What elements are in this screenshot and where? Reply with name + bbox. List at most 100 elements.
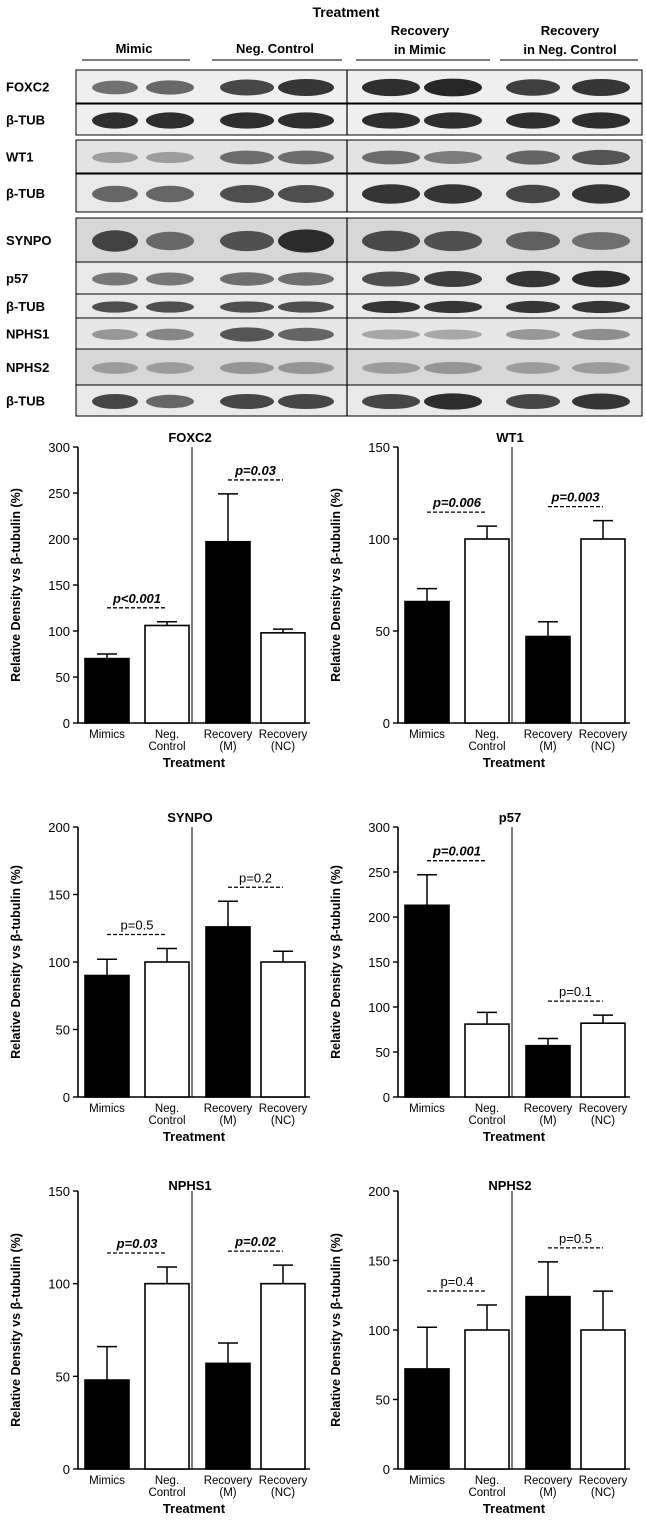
- y-axis-label: Relative Density vs β-tubulin (%): [9, 488, 23, 682]
- bar: [260, 961, 306, 1098]
- blot-band: [220, 230, 274, 252]
- x-tick-label-line: Mimics: [409, 729, 445, 741]
- y-tick-label: 200: [368, 1184, 390, 1199]
- blot-band: [92, 393, 138, 410]
- x-tick-label: Recovery (M): [204, 1103, 253, 1127]
- bar: [580, 1022, 626, 1098]
- x-tick-label-line: Mimics: [89, 1103, 125, 1115]
- y-tick-label: 150: [48, 1184, 70, 1199]
- bar: [464, 538, 510, 724]
- x-tick-label: Mimics: [409, 729, 445, 741]
- y-tick-label: 0: [63, 1090, 70, 1105]
- bar-chart: SYNPO 0 50 100 150 200 Relative Density vs β-t…: [9, 810, 310, 1144]
- blot-band: [572, 393, 630, 410]
- x-tick-label: Mimics: [89, 1475, 125, 1487]
- blot-band: [424, 271, 482, 287]
- y-tick-label: 100: [368, 1323, 390, 1338]
- blot-band: [424, 300, 482, 314]
- x-tick-label: Neg. Control: [468, 729, 505, 753]
- x-tick-label-line: (NC): [591, 1487, 615, 1499]
- blot-row-label: SYNPO: [6, 233, 52, 248]
- x-tick-label: Recovery (M): [204, 1475, 253, 1499]
- blot-band: [278, 229, 334, 253]
- blot-band: [278, 79, 334, 96]
- x-tick-label: Recovery (NC): [259, 729, 308, 753]
- y-tick-label: 150: [368, 1254, 390, 1269]
- blot-band: [424, 112, 482, 129]
- blot-band: [362, 362, 420, 374]
- chart-title: NPHS2: [488, 1178, 531, 1193]
- blot-band: [572, 112, 630, 129]
- x-tick-label-line: Recovery: [524, 1475, 573, 1487]
- blot-band: [362, 271, 420, 287]
- blot-band: [362, 184, 420, 204]
- x-tick-label: Recovery (NC): [579, 1103, 628, 1127]
- x-tick-label-line: Mimics: [409, 1475, 445, 1487]
- blot-band: [278, 112, 334, 129]
- y-tick-label: 50: [376, 1393, 390, 1408]
- y-tick-label: 50: [376, 1045, 390, 1060]
- y-tick-label: 50: [56, 670, 70, 685]
- bar: [205, 1362, 251, 1470]
- blot-band: [362, 230, 420, 252]
- blot-band: [92, 301, 138, 313]
- x-tick-label-line: (NC): [271, 1487, 295, 1499]
- x-tick-label-line: Recovery: [579, 729, 628, 741]
- bar: [580, 1329, 626, 1470]
- blot-band: [506, 362, 560, 374]
- blot-band: [146, 231, 194, 251]
- blot-band: [424, 184, 482, 204]
- western-blot-panel: Treatment Mimic Neg. Control Recovery in Mi…: [6, 4, 643, 417]
- blot-band: [506, 112, 560, 129]
- blot-group-label: in Mimic: [394, 42, 446, 57]
- x-tick-label-line: Control: [148, 1487, 185, 1499]
- y-tick-label: 100: [48, 1277, 70, 1292]
- blot-band: [146, 112, 194, 129]
- y-axis-label: Relative Density vs β-tubulin (%): [329, 488, 343, 682]
- chart-title: p57: [499, 810, 521, 825]
- bar: [84, 657, 130, 724]
- blot-band: [424, 230, 482, 252]
- x-tick-label: Recovery (M): [524, 729, 573, 753]
- blot-row-label: β-TUB: [6, 113, 45, 128]
- x-tick-label-line: Recovery: [204, 1103, 253, 1115]
- x-tick-label-line: Recovery: [259, 1103, 308, 1115]
- y-tick-label: 250: [368, 865, 390, 880]
- blot-treatment-title: Treatment: [313, 4, 380, 20]
- blot-band: [424, 78, 482, 97]
- blot-row-label: β-TUB: [6, 299, 45, 314]
- blot-band: [92, 151, 138, 164]
- bar-chart: WT1 0 50 100 150 Relative Density vs β-tubuli…: [329, 430, 630, 770]
- y-tick-label: 250: [48, 486, 70, 501]
- blot-band: [278, 301, 334, 313]
- x-tick-label-line: (NC): [271, 741, 295, 753]
- blot-band: [362, 329, 420, 340]
- y-tick-label: 300: [48, 440, 70, 455]
- chart-title: SYNPO: [167, 810, 213, 825]
- blot-band: [92, 185, 138, 203]
- x-tick-label: Recovery (NC): [259, 1475, 308, 1499]
- blot-band: [278, 393, 334, 410]
- blot-band: [146, 151, 194, 164]
- x-tick-label-line: (M): [539, 1115, 556, 1127]
- x-tick-label: Recovery (NC): [259, 1103, 308, 1127]
- blot-row-label: FOXC2: [6, 80, 49, 95]
- blot-band: [220, 301, 274, 313]
- blot-band: [506, 270, 560, 288]
- bar: [205, 926, 251, 1098]
- y-tick-label: 50: [56, 1023, 70, 1038]
- x-tick-label-line: (NC): [271, 1115, 295, 1127]
- blot-band: [146, 362, 194, 374]
- y-tick-label: 100: [368, 1000, 390, 1015]
- x-axis-label: Treatment: [163, 1501, 226, 1516]
- blot-band: [506, 184, 560, 204]
- y-tick-label: 0: [383, 716, 390, 731]
- x-tick-label-line: Neg.: [155, 1475, 179, 1487]
- x-tick-label: Recovery (M): [204, 729, 253, 753]
- x-tick-label-line: (M): [219, 1115, 236, 1127]
- blot-band: [92, 362, 138, 374]
- blot-band: [146, 80, 194, 95]
- y-tick-label: 50: [56, 1369, 70, 1384]
- y-tick-label: 150: [48, 578, 70, 593]
- blot-band: [572, 149, 630, 166]
